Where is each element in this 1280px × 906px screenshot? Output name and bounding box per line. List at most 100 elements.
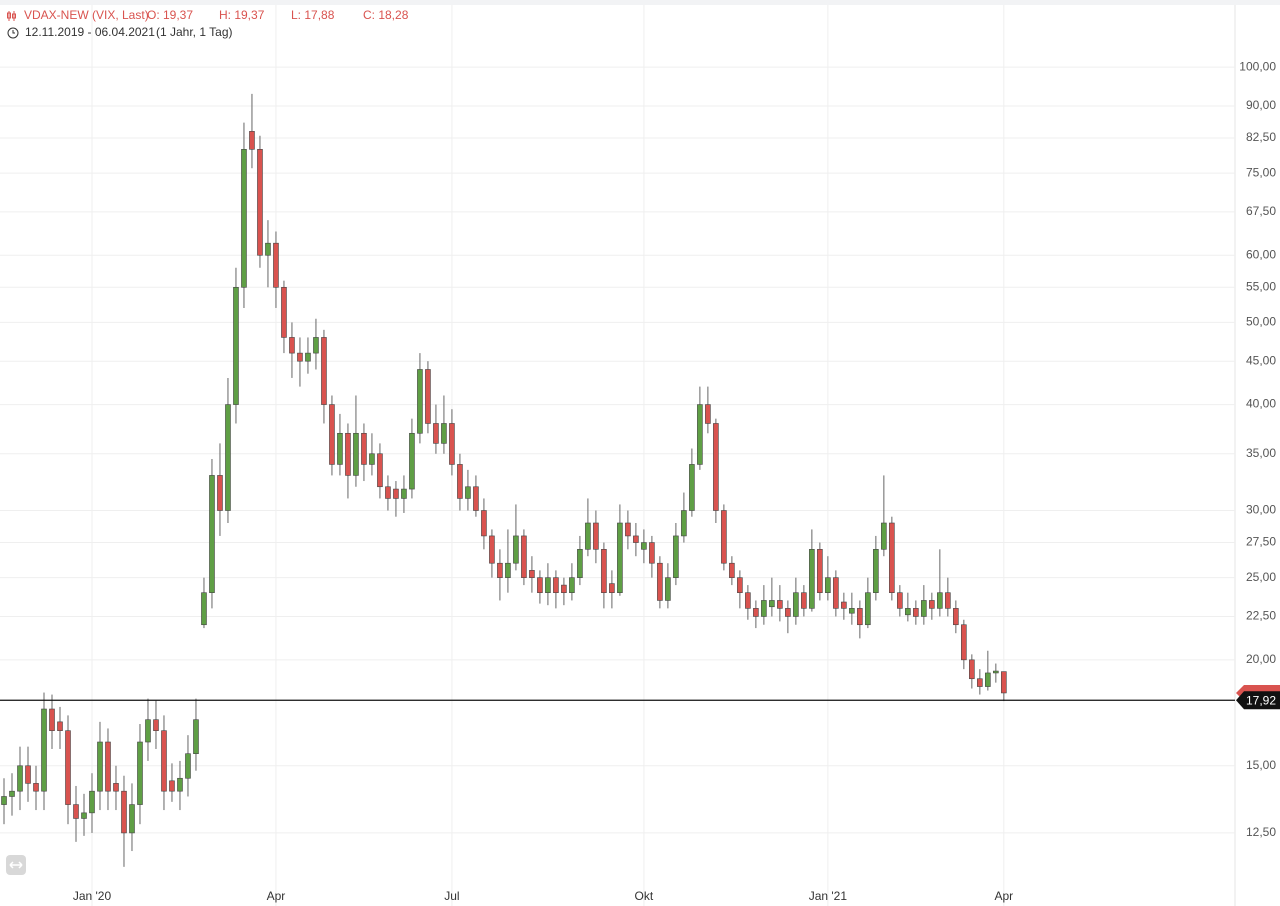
candle-body <box>929 600 935 609</box>
candle-body <box>1001 671 1007 694</box>
candles <box>1 93 1007 867</box>
candle-body <box>593 522 599 550</box>
candle-body <box>921 600 927 617</box>
candle-body <box>329 404 335 465</box>
candle-body <box>1 796 7 805</box>
candle-body <box>401 488 407 499</box>
y-tick-label: 100,00 <box>1239 59 1276 73</box>
candle-body <box>209 475 215 593</box>
candle-body <box>41 708 47 792</box>
y-tick-label: 22,50 <box>1246 609 1276 623</box>
candle-body <box>897 592 903 609</box>
candle-body <box>705 404 711 424</box>
candle-body <box>545 577 551 593</box>
candle-body <box>793 592 799 617</box>
candle-body <box>561 584 567 593</box>
candle-body <box>153 719 159 731</box>
y-tick-label: 45,00 <box>1246 353 1276 367</box>
candle-body <box>281 287 287 338</box>
candle-body <box>777 600 783 609</box>
candle-body <box>137 741 143 805</box>
candle-body <box>625 522 631 537</box>
candle-body <box>761 600 767 617</box>
candle-body <box>369 453 375 465</box>
y-tick-label: 15,00 <box>1246 758 1276 772</box>
clock-hands <box>12 30 15 34</box>
y-tick-label: 55,00 <box>1246 279 1276 293</box>
y-tick-label: 25,00 <box>1246 570 1276 584</box>
candle-body <box>689 464 695 511</box>
candle-body <box>489 535 495 564</box>
candle-body <box>825 577 831 593</box>
candle-body <box>497 562 503 578</box>
x-tick-label: Okt <box>635 889 654 903</box>
scroll-icon <box>9 861 23 869</box>
candle-body <box>505 562 511 578</box>
candle-body <box>785 608 791 617</box>
candle-body <box>129 804 135 834</box>
candle-body <box>441 423 447 444</box>
candle-body <box>161 730 167 792</box>
candle-body <box>9 790 15 797</box>
grid: 12,50 15,00 20,00 22,50 25,00 27,50 30,00 35,00… <box>0 5 1276 906</box>
candle-body <box>121 790 127 834</box>
candle-body <box>553 577 559 593</box>
candle-body <box>249 131 255 150</box>
candle-body <box>681 510 687 537</box>
y-tick-label: 20,00 <box>1246 652 1276 666</box>
candle-body <box>585 522 591 550</box>
candle-body <box>433 423 439 444</box>
x-tick-label: Jan '20 <box>73 889 112 903</box>
candle-body <box>753 608 759 617</box>
candle-body <box>97 741 103 792</box>
candle-body <box>449 423 455 465</box>
candle-body <box>865 592 871 626</box>
candle-body <box>817 549 823 593</box>
x-tick-label: Apr <box>994 889 1013 903</box>
candle-body <box>393 488 399 499</box>
x-tick-label: Jul <box>444 889 459 903</box>
candle-body <box>257 149 263 256</box>
y-tick-label: 12,50 <box>1246 825 1276 839</box>
candle-body <box>697 404 703 465</box>
candle-body <box>913 608 919 617</box>
candle-body <box>305 352 311 362</box>
candle-body <box>57 721 63 731</box>
candle-body <box>33 783 39 792</box>
candle-body <box>521 535 527 578</box>
candle-body <box>665 577 671 601</box>
y-tick-label: 75,00 <box>1246 165 1276 179</box>
y-tick-label: 27,50 <box>1246 535 1276 549</box>
candle-body <box>337 432 343 465</box>
instrument-title: VDAX-NEW (VIX, Last) <box>24 8 149 22</box>
y-tick-label: 50,00 <box>1246 315 1276 329</box>
candle-body <box>809 549 815 609</box>
candle-body <box>425 369 431 424</box>
candle-body <box>177 777 183 792</box>
candle-body <box>457 464 463 499</box>
candle-body <box>145 719 151 743</box>
candle-body <box>105 741 111 792</box>
header-icon <box>7 11 16 21</box>
candle-body <box>721 510 727 564</box>
current-price-tag <box>1236 691 1280 710</box>
candle-body <box>641 542 647 550</box>
candle-body <box>225 404 231 511</box>
candle-body <box>353 432 359 476</box>
candle-body <box>193 719 199 755</box>
y-tick-label: 30,00 <box>1246 503 1276 517</box>
ohlc-label: O: 19,37 <box>147 8 193 22</box>
candle-body <box>529 570 535 578</box>
candle-body <box>857 608 863 626</box>
candle-body <box>713 423 719 511</box>
candle-body <box>49 708 55 731</box>
candle-body <box>273 242 279 288</box>
candle-body <box>801 592 807 609</box>
candle-body <box>745 592 751 609</box>
candle-body <box>217 475 223 511</box>
y-tick-label: 82,50 <box>1246 130 1276 144</box>
candle-body <box>89 790 95 814</box>
candle-body <box>657 562 663 601</box>
x-tick-label: Jan '21 <box>809 889 848 903</box>
candle-body <box>289 337 295 354</box>
